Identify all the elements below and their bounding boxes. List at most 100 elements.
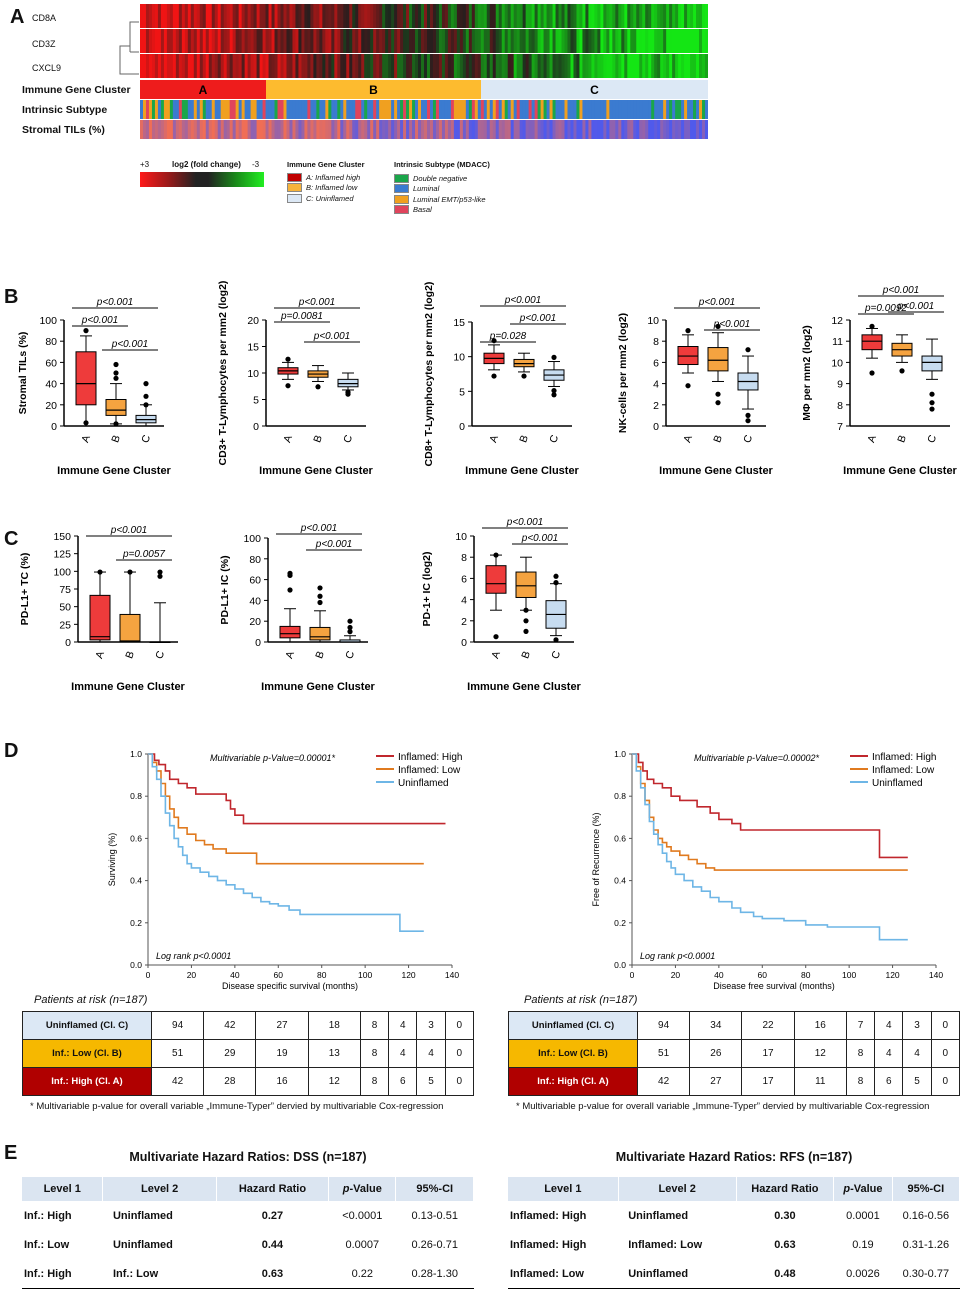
x-tick-label: A <box>489 650 503 661</box>
y-tick-label: 4 <box>461 595 467 607</box>
hr-cell: Inflamed: Low <box>508 1259 619 1289</box>
x-tick-label: 20 <box>671 970 681 980</box>
x-tick-label: 120 <box>885 970 899 980</box>
hr-row: Inf.: Low Uninflamed 0.44 0.0007 0.26-0.71 <box>22 1230 474 1259</box>
cluster-label-a: A <box>199 83 208 97</box>
outlier <box>127 569 133 575</box>
y-tick-label: 8 <box>653 336 659 348</box>
y-tick-label: 25 <box>59 619 71 631</box>
risk-cell: 5 <box>416 1067 446 1096</box>
outlier <box>523 628 529 634</box>
box-rect <box>707 347 729 372</box>
x-tick-label: A <box>79 434 93 445</box>
risk-cell: 7 <box>845 1011 876 1040</box>
x-tick-label: B <box>895 434 909 445</box>
x-tick-label: 100 <box>842 970 856 980</box>
risk-row-label: Inf.: Low (Cl. B) <box>22 1039 152 1068</box>
p-value-label: p<0.001 <box>506 517 543 528</box>
risk-row-label: Uninflamed (Cl. C) <box>508 1011 638 1040</box>
legend-subtype-item: Double negative <box>394 173 486 184</box>
km-curve-inflamed-low <box>632 753 908 871</box>
row-label-subtype: Intrinsic Subtype <box>22 104 108 116</box>
y-tick-label: 0.4 <box>614 876 626 886</box>
x-axis-label: Immune Gene Cluster <box>259 465 373 477</box>
legend-subtype-item: Basal <box>394 205 486 216</box>
y-tick-label: 80 <box>249 554 261 566</box>
x-tick-label: C <box>153 649 167 661</box>
p-value-label: p<0.001 <box>504 295 541 306</box>
hr-header-cell: Level 2 <box>102 1177 217 1201</box>
risk-cell: 8 <box>359 1011 390 1040</box>
legend-subtype-label: Basal <box>413 205 432 215</box>
outlier <box>347 624 353 631</box>
y-tick-label: 100 <box>243 533 261 545</box>
hr-row: Inf.: High Uninflamed 0.27 <0.0001 0.13-0.51 <box>22 1201 474 1230</box>
x-axis-label: Disease free survival (months) <box>713 981 835 991</box>
outlier <box>551 354 557 360</box>
tils-row <box>140 120 708 139</box>
risk-cell: 34 <box>689 1011 743 1040</box>
risk-cell: 11 <box>793 1067 847 1096</box>
outlier <box>157 569 163 575</box>
legend-cluster-title: Immune Gene Cluster <box>287 160 365 169</box>
hr-cell: Inflamed: Low <box>628 1238 703 1251</box>
outlier <box>317 599 323 606</box>
risk-row-label: Inf.: High (Cl. A) <box>508 1067 638 1096</box>
gene-label-cd3z: CD3Z <box>32 39 56 49</box>
y-tick-label: 6 <box>461 573 467 585</box>
y-tick-label: 0 <box>653 421 659 433</box>
y-tick-label: 0 <box>51 421 57 433</box>
outlier <box>317 593 323 599</box>
p-value-label: p=0.028 <box>489 331 527 342</box>
hr-row: Inflamed: High Inflamed: Low 0.63 0.19 0.31-… <box>508 1230 960 1259</box>
y-tick-label: 60 <box>45 357 57 369</box>
legend-subtype-label: Luminal <box>413 184 440 194</box>
outlier <box>551 392 557 398</box>
legend-cluster-item: B: Inflamed low <box>287 183 360 194</box>
box-c <box>149 569 171 643</box>
legend-label: Inflamed: Low <box>398 765 461 776</box>
hr-cell: Uninflamed <box>112 1238 173 1251</box>
risk-cell: 16 <box>255 1067 309 1096</box>
legend-subtype-swatch <box>394 184 409 194</box>
y-tick-label: 40 <box>45 379 57 391</box>
box-b <box>707 323 729 406</box>
x-tick-label: 120 <box>401 970 415 980</box>
outlier <box>347 629 353 635</box>
risk-cell: 0 <box>930 1067 961 1096</box>
outlier <box>157 573 163 579</box>
risk-row: Inf.: High (Cl. A) 42 28 16 12 8 6 5 0 <box>22 1067 475 1096</box>
risk-cell: 29 <box>203 1039 257 1068</box>
legend-subtype-swatch <box>394 173 409 183</box>
outlier <box>113 421 119 427</box>
outlier <box>345 389 351 395</box>
heatmap-row-cd8a <box>140 4 708 28</box>
y-tick-label: 0 <box>459 421 465 433</box>
legend-subtype-swatch <box>394 194 409 204</box>
legend-subtype-label: Double negative <box>413 173 468 183</box>
y-tick-label: 8 <box>837 400 843 412</box>
color-scale-bar <box>140 172 264 187</box>
risk-row-label: Inf.: Low (Cl. B) <box>508 1039 638 1068</box>
box-rect <box>515 571 537 598</box>
outlier <box>287 587 293 593</box>
y-axis-label: CD3+ T-Lymphocytes per mm2 (log2) <box>217 281 229 466</box>
y-tick-label: 20 <box>249 616 261 628</box>
y-tick-label: 75 <box>59 584 71 596</box>
box-b <box>515 556 537 634</box>
risk-cell: 28 <box>203 1067 257 1096</box>
hr-cell: 0.28-1.30 <box>395 1259 474 1289</box>
panel-letter-e: E <box>4 1142 18 1164</box>
cluster-label-c: C <box>590 83 599 97</box>
y-tick-label: 60 <box>249 575 261 587</box>
risk-cell: 94 <box>636 1011 691 1040</box>
outlier <box>113 361 119 368</box>
outlier <box>551 388 557 394</box>
km-curve-inflamed-high <box>632 753 908 859</box>
risk-cell: 22 <box>741 1011 795 1040</box>
x-tick-label: 80 <box>317 970 327 980</box>
box-a <box>89 569 111 643</box>
y-tick-label: 7 <box>837 421 843 433</box>
y-tick-label: 11 <box>832 336 843 348</box>
